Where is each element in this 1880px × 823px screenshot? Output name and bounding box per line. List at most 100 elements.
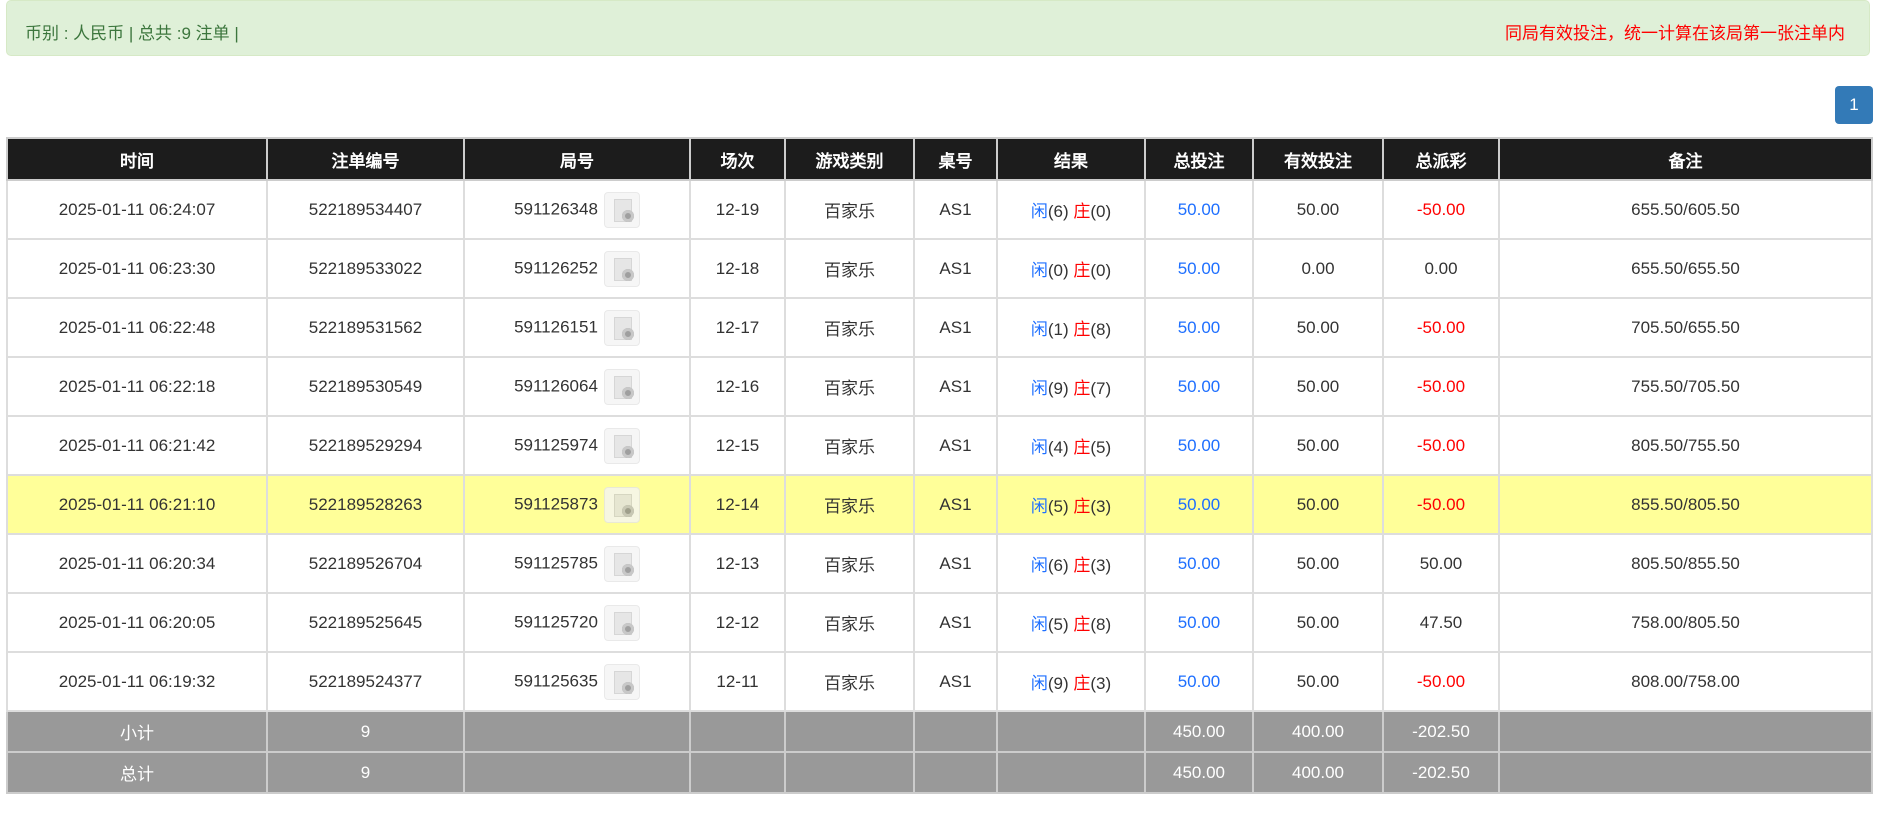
game-type-cell: 百家乐 <box>784 297 915 358</box>
table-row[interactable]: 2025-01-11 06:21:10 522189528263 591125873… <box>6 474 1873 535</box>
banker-label: 庄 <box>1073 438 1091 457</box>
video-replay-icon[interactable] <box>603 191 640 228</box>
round-cell: 591126252 <box>463 238 691 299</box>
banker-label: 庄 <box>1073 379 1091 398</box>
video-replay-icon[interactable] <box>603 427 640 464</box>
summary-total-bet: 450.00 <box>1144 710 1254 753</box>
column-header-valid-bet: 有效投注 <box>1252 137 1384 181</box>
player-label: 闲 <box>1030 497 1048 516</box>
video-replay-icon[interactable] <box>603 486 640 523</box>
summary-payout: -202.50 <box>1382 710 1500 753</box>
banker-label: 庄 <box>1073 497 1091 516</box>
valid-bet-cell: 50.00 <box>1252 651 1384 712</box>
summary-count: 9 <box>266 751 465 794</box>
empty-cell <box>1498 710 1873 753</box>
banker-score: (3) <box>1090 556 1112 575</box>
empty-cell <box>463 710 691 753</box>
player-score: (5) <box>1047 497 1069 516</box>
round-cell: 591126064 <box>463 356 691 417</box>
result-cell: 闲(4) 庄(5) <box>996 415 1146 476</box>
total-bet-cell: 50.00 <box>1144 533 1254 594</box>
player-label: 闲 <box>1030 379 1048 398</box>
table-no-cell: AS1 <box>913 474 998 535</box>
empty-cell <box>689 710 786 753</box>
video-replay-icon[interactable] <box>603 309 640 346</box>
result-cell: 闲(6) 庄(0) <box>996 179 1146 240</box>
payout-cell: -50.00 <box>1382 297 1500 358</box>
video-replay-icon[interactable] <box>603 545 640 582</box>
table-row[interactable]: 2025-01-11 06:20:05 522189525645 591125720… <box>6 592 1873 653</box>
column-header-shoe: 场次 <box>689 137 786 181</box>
table-row[interactable]: 2025-01-11 06:22:18 522189530549 591126064… <box>6 356 1873 417</box>
subtotal-row: 小计 9 450.00 400.00 -202.50 <box>6 710 1873 753</box>
video-replay-icon[interactable] <box>603 368 640 405</box>
banker-score: (8) <box>1090 320 1112 339</box>
player-score: (6) <box>1047 202 1069 221</box>
time-cell: 2025-01-11 06:24:07 <box>6 179 268 240</box>
table-row[interactable]: 2025-01-11 06:24:07 522189534407 591126348… <box>6 179 1873 240</box>
game-type-cell: 百家乐 <box>784 356 915 417</box>
column-header-table-no: 桌号 <box>913 137 998 181</box>
total-bet-cell: 50.00 <box>1144 297 1254 358</box>
table-row[interactable]: 2025-01-11 06:22:48 522189531562 591126151… <box>6 297 1873 358</box>
video-replay-icon[interactable] <box>603 604 640 641</box>
empty-cell <box>463 751 691 794</box>
result-cell: 闲(9) 庄(3) <box>996 651 1146 712</box>
page-1-button[interactable]: 1 <box>1835 86 1873 124</box>
time-cell: 2025-01-11 06:23:30 <box>6 238 268 299</box>
round-number: 591126064 <box>514 375 598 395</box>
table-row[interactable]: 2025-01-11 06:23:30 522189533022 591126252… <box>6 238 1873 299</box>
summary-label: 小计 <box>6 710 268 753</box>
table-header-row: 时间 注单编号 局号 场次 游戏类别 桌号 结果 总投注 有效投注 总派彩 备注 <box>6 137 1873 181</box>
payout-cell: -50.00 <box>1382 415 1500 476</box>
player-label: 闲 <box>1030 320 1048 339</box>
empty-cell <box>1498 751 1873 794</box>
round-cell: 591126348 <box>463 179 691 240</box>
shoe-cell: 12-12 <box>689 592 786 653</box>
column-header-result: 结果 <box>996 137 1146 181</box>
player-score: (5) <box>1047 615 1069 634</box>
banker-label: 庄 <box>1073 674 1091 693</box>
time-cell: 2025-01-11 06:19:32 <box>6 651 268 712</box>
table-row[interactable]: 2025-01-11 06:21:42 522189529294 591125974… <box>6 415 1873 476</box>
bet-id-cell: 522189534407 <box>266 179 465 240</box>
time-cell: 2025-01-11 06:21:42 <box>6 415 268 476</box>
table-no-cell: AS1 <box>913 179 998 240</box>
table-row[interactable]: 2025-01-11 06:20:34 522189526704 591125785… <box>6 533 1873 594</box>
banker-score: (3) <box>1090 497 1112 516</box>
bet-records-table: 时间 注单编号 局号 场次 游戏类别 桌号 结果 总投注 有效投注 总派彩 备注 2025-01-1… <box>6 137 1873 794</box>
result-cell: 闲(1) 庄(8) <box>996 297 1146 358</box>
banker-score: (0) <box>1090 202 1112 221</box>
shoe-cell: 12-18 <box>689 238 786 299</box>
result-cell: 闲(5) 庄(8) <box>996 592 1146 653</box>
bet-id-cell: 522189530549 <box>266 356 465 417</box>
note-cell: 758.00/805.50 <box>1498 592 1873 653</box>
time-cell: 2025-01-11 06:20:05 <box>6 592 268 653</box>
shoe-cell: 12-17 <box>689 297 786 358</box>
banker-score: (7) <box>1090 379 1112 398</box>
shoe-cell: 12-16 <box>689 356 786 417</box>
total-bet-cell: 50.00 <box>1144 592 1254 653</box>
shoe-cell: 12-19 <box>689 179 786 240</box>
banker-score: (5) <box>1090 438 1112 457</box>
note-cell: 805.50/855.50 <box>1498 533 1873 594</box>
video-replay-icon[interactable] <box>603 250 640 287</box>
payout-cell: -50.00 <box>1382 356 1500 417</box>
table-row[interactable]: 2025-01-11 06:19:32 522189524377 591125635… <box>6 651 1873 712</box>
round-number: 591126151 <box>514 316 598 336</box>
shoe-cell: 12-14 <box>689 474 786 535</box>
player-label: 闲 <box>1030 202 1048 221</box>
note-cell: 805.50/755.50 <box>1498 415 1873 476</box>
time-cell: 2025-01-11 06:20:34 <box>6 533 268 594</box>
empty-cell <box>996 751 1146 794</box>
player-score: (9) <box>1047 379 1069 398</box>
empty-cell <box>689 751 786 794</box>
video-replay-icon[interactable] <box>603 663 640 700</box>
total-bet-cell: 50.00 <box>1144 356 1254 417</box>
summary-label: 总计 <box>6 751 268 794</box>
round-number: 591125785 <box>514 552 598 572</box>
valid-bet-cell: 50.00 <box>1252 415 1384 476</box>
player-score: (0) <box>1047 261 1069 280</box>
currency-summary: 币别 : 人民币 | 总共 :9 注单 | <box>25 24 239 43</box>
result-cell: 闲(0) 庄(0) <box>996 238 1146 299</box>
